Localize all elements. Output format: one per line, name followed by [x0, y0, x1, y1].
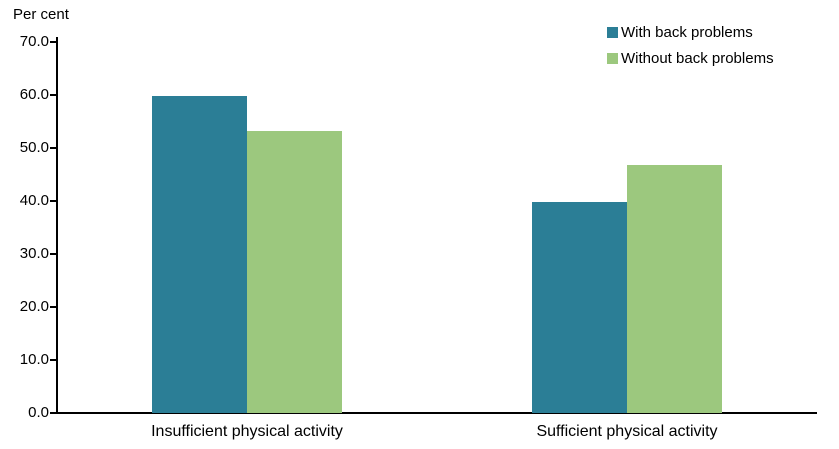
legend-label: Without back problems	[621, 49, 774, 67]
y-axis-line	[56, 37, 58, 414]
y-tick-mark	[50, 147, 57, 149]
category-label-insufficient-physical-activity: Insufficient physical activity	[151, 423, 343, 440]
y-axis-title: Per cent	[13, 6, 69, 23]
y-tick-label: 70.0	[19, 33, 49, 50]
y-tick-mark	[50, 200, 57, 202]
y-tick-label: 40.0	[19, 192, 49, 209]
y-tick-mark	[50, 359, 57, 361]
legend-item-with-back-problems: With back problems	[607, 22, 774, 42]
y-tick-mark	[50, 253, 57, 255]
y-tick-mark	[50, 41, 57, 43]
category-label-sufficient-physical-activity: Sufficient physical activity	[536, 423, 718, 440]
y-tick-label: 50.0	[19, 139, 49, 156]
y-tick-label: 0.0	[28, 404, 49, 421]
y-tick-mark	[50, 94, 57, 96]
legend-swatch-icon	[607, 26, 618, 38]
legend-swatch-icon	[607, 52, 618, 64]
y-tick-mark	[50, 306, 57, 308]
y-tick-label: 60.0	[19, 86, 49, 103]
y-tick-label: 30.0	[19, 245, 49, 262]
bar-with-back-problems-insufficient-physical-activity	[152, 96, 247, 413]
y-tick-mark	[50, 412, 57, 414]
legend-label: With back problems	[621, 23, 753, 41]
bar-without-back-problems-insufficient-physical-activity	[247, 131, 342, 413]
legend: With back problems Without back problems	[607, 22, 774, 74]
bar-without-back-problems-sufficient-physical-activity	[627, 164, 722, 413]
x-axis-line	[56, 412, 817, 414]
bar-with-back-problems-sufficient-physical-activity	[532, 202, 627, 413]
legend-item-without-back-problems: Without back problems	[607, 48, 774, 68]
y-tick-label: 20.0	[19, 298, 49, 315]
y-tick-label: 10.0	[19, 351, 49, 368]
